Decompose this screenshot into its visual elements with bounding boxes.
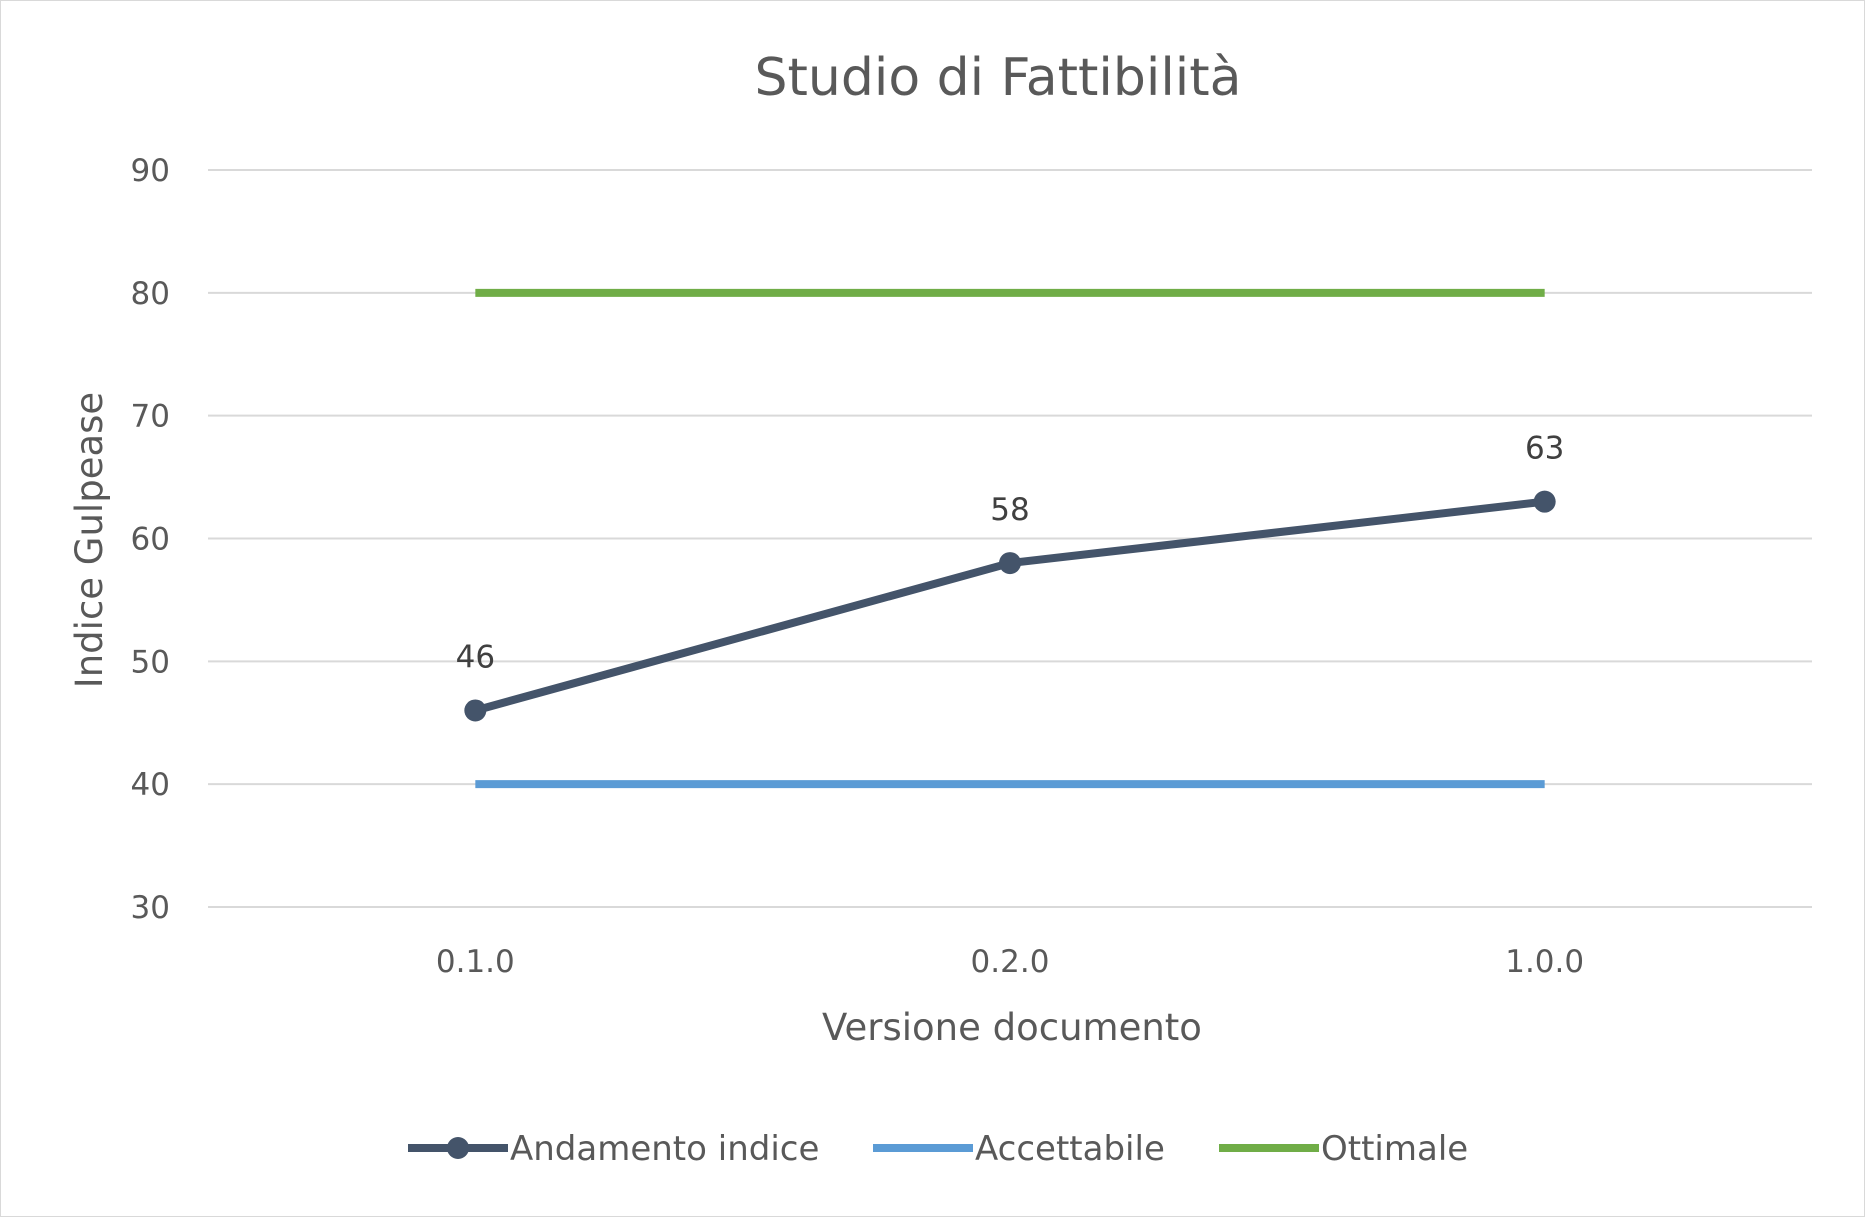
chart-title: Studio di Fattibilità <box>755 48 1242 108</box>
x-tick-label: 0.2.0 <box>971 944 1050 980</box>
y-tick-label: 60 <box>131 522 170 558</box>
legend-label: Andamento indice <box>510 1129 819 1169</box>
data-point <box>1533 490 1556 513</box>
data-point <box>999 552 1021 575</box>
x-axis-ticks: 0.1.0 0.2.0 1.0.0 <box>436 944 1584 980</box>
legend-label: Accettabile <box>975 1129 1165 1169</box>
x-tick-label: 1.0.0 <box>1505 944 1584 980</box>
y-axis-title: Indice Gulpease <box>68 392 111 688</box>
series-lines <box>464 288 1556 789</box>
y-tick-label: 70 <box>131 399 170 435</box>
legend: Andamento indice Accettabile Ottimale <box>408 1129 1468 1169</box>
data-point <box>464 699 487 722</box>
legend-item: Accettabile <box>873 1129 1165 1169</box>
data-label: 58 <box>990 492 1029 528</box>
data-label: 63 <box>1525 431 1564 467</box>
y-axis-ticks: 30 40 50 60 70 80 90 <box>131 153 170 926</box>
y-tick-label: 50 <box>131 644 170 680</box>
gridlines <box>208 169 1812 908</box>
data-labels: 46 58 63 <box>456 431 1565 676</box>
legend-marker <box>447 1137 469 1159</box>
legend-label: Ottimale <box>1321 1129 1468 1169</box>
y-tick-label: 80 <box>131 276 170 312</box>
y-tick-label: 30 <box>131 890 170 926</box>
y-tick-label: 90 <box>131 153 170 189</box>
data-label: 46 <box>456 639 495 675</box>
legend-item: Andamento indice <box>408 1129 819 1169</box>
y-tick-label: 40 <box>131 767 170 803</box>
x-axis-title: Versione documento <box>822 1006 1202 1049</box>
legend-item: Ottimale <box>1219 1129 1468 1169</box>
series-line-andamento-indice <box>474 497 1546 715</box>
x-tick-label: 0.1.0 <box>436 944 515 980</box>
